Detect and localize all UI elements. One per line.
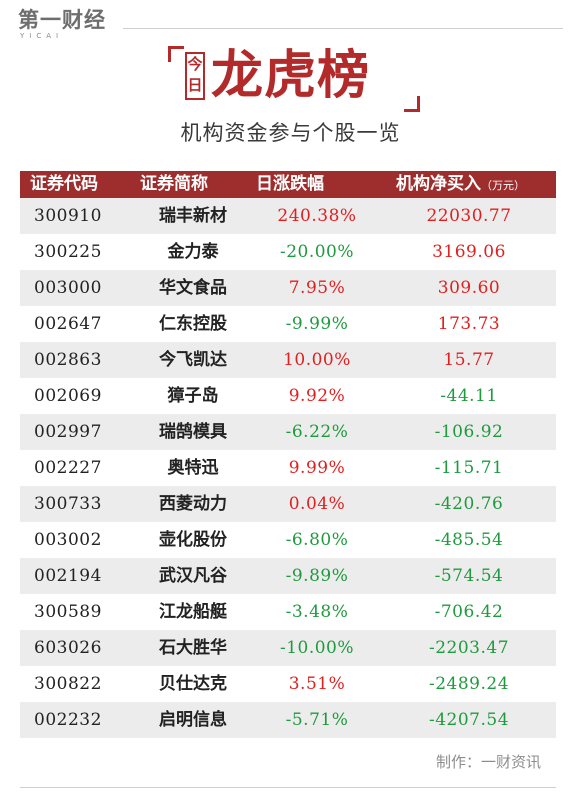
cell-code: 300733 xyxy=(34,494,102,514)
bottom-divider xyxy=(20,787,556,788)
cell-net-buy: -106.92 xyxy=(434,422,504,442)
today-badge: 今 日 xyxy=(185,52,205,100)
table-row: 603026 石大胜华 -10.00% -2203.47 xyxy=(20,630,556,666)
table-row: 300822 贝仕达克 3.51% -2489.24 xyxy=(20,666,556,702)
table-row: 002997 瑞鹄模具 -6.22% -106.92 xyxy=(20,414,556,450)
cell-code: 300225 xyxy=(34,242,102,262)
cell-code: 300822 xyxy=(34,674,102,694)
logo: 第一财经 YICAI xyxy=(18,8,128,44)
cell-name: 瑞丰新材 xyxy=(159,206,227,226)
table-row: 300733 西菱动力 0.04% -420.76 xyxy=(20,486,556,522)
credit-text: 制作：一财资讯 xyxy=(435,753,541,771)
column-header-code: 证券代码 xyxy=(30,174,98,194)
cell-change: 7.95% xyxy=(288,278,346,298)
column-header-name: 证券简称 xyxy=(140,174,208,194)
table-row: 002232 启明信息 -5.71% -4207.54 xyxy=(20,702,556,738)
table-row: 300225 金力泰 -20.00% 3169.06 xyxy=(20,234,556,270)
cell-change: -9.89% xyxy=(285,566,349,586)
cell-code: 002863 xyxy=(34,350,102,370)
cell-change: -6.80% xyxy=(285,530,349,550)
cell-change: 240.38% xyxy=(277,206,357,226)
cell-code: 002194 xyxy=(34,566,102,586)
cell-change: -5.71% xyxy=(285,710,349,730)
cell-name: 贝仕达克 xyxy=(159,674,227,694)
cell-change: 10.00% xyxy=(283,350,351,370)
table-row: 002647 仁东控股 -9.99% 173.73 xyxy=(20,306,556,342)
cell-net-buy: 173.73 xyxy=(437,314,501,334)
cell-change: -3.48% xyxy=(285,602,349,622)
cell-code: 603026 xyxy=(34,638,102,658)
cell-code: 300910 xyxy=(34,206,102,226)
cell-net-buy: -706.42 xyxy=(434,602,504,622)
cell-code: 300589 xyxy=(34,602,102,622)
table-row: 002069 獐子岛 9.92% -44.11 xyxy=(20,378,556,414)
title-bracket-left xyxy=(168,46,184,62)
today-char-2: 日 xyxy=(187,76,203,94)
cell-change: -10.00% xyxy=(279,638,355,658)
cell-name: 壶化股份 xyxy=(159,530,227,550)
cell-name: 瑞鹄模具 xyxy=(159,422,227,442)
cell-change: 3.51% xyxy=(288,674,346,694)
stock-table: 证券代码 证券简称 日涨跌幅 机构净买入（万元） 300910 瑞丰新材 240.3… xyxy=(20,171,556,738)
cell-name: 西菱动力 xyxy=(159,494,227,514)
cell-name: 石大胜华 xyxy=(159,638,227,658)
cell-code: 002232 xyxy=(34,710,102,730)
title-bracket-right xyxy=(404,96,420,112)
cell-name: 今飞凯达 xyxy=(159,350,227,370)
cell-code: 002227 xyxy=(34,458,102,478)
table-row: 300589 江龙船艇 -3.48% -706.42 xyxy=(20,594,556,630)
column-header-net-buy: 机构净买入（万元） xyxy=(382,171,556,199)
cell-net-buy: -574.54 xyxy=(434,566,504,586)
cell-name: 武汉凡谷 xyxy=(159,566,227,586)
cell-name: 华文食品 xyxy=(159,278,227,298)
column-header-net-buy-label: 机构净买入 xyxy=(396,173,481,194)
cell-code: 002069 xyxy=(34,386,102,406)
page-title: 龙虎榜 xyxy=(211,45,371,106)
cell-net-buy: -2489.24 xyxy=(428,674,510,694)
cell-net-buy: 15.77 xyxy=(443,350,495,370)
cell-net-buy: -115.71 xyxy=(434,458,504,478)
cell-name: 江龙船艇 xyxy=(159,602,227,622)
table-row: 002227 奥特迅 9.99% -115.71 xyxy=(20,450,556,486)
cell-change: -20.00% xyxy=(279,242,355,262)
logo-main-text: 第一财经 xyxy=(18,8,106,32)
cell-name: 金力泰 xyxy=(167,242,219,262)
top-divider xyxy=(123,28,563,29)
column-header-unit: （万元） xyxy=(481,178,525,192)
cell-net-buy: 22030.77 xyxy=(426,206,512,226)
cell-net-buy: -2203.47 xyxy=(428,638,510,658)
table-row: 003002 壶化股份 -6.80% -485.54 xyxy=(20,522,556,558)
table-row: 002194 武汉凡谷 -9.89% -574.54 xyxy=(20,558,556,594)
cell-change: 9.99% xyxy=(288,458,346,478)
column-header-change: 日涨跌幅 xyxy=(256,174,324,194)
cell-net-buy: -44.11 xyxy=(440,386,498,406)
cell-name: 獐子岛 xyxy=(167,386,219,406)
cell-name: 奥特迅 xyxy=(167,458,219,478)
table-body: 300910 瑞丰新材 240.38% 22030.77 300225 金力泰 -20.00… xyxy=(20,198,556,738)
cell-change: -6.22% xyxy=(285,422,349,442)
cell-net-buy: -4207.54 xyxy=(428,710,510,730)
cell-change: 0.04% xyxy=(288,494,346,514)
cell-code: 002997 xyxy=(34,422,102,442)
table-row: 300910 瑞丰新材 240.38% 22030.77 xyxy=(20,198,556,234)
cell-change: 9.92% xyxy=(288,386,346,406)
page-subtitle: 机构资金参与个股一览 xyxy=(180,121,401,145)
table-row: 003000 华文食品 7.95% 309.60 xyxy=(20,270,556,306)
cell-code: 002647 xyxy=(34,314,102,334)
today-char-1: 今 xyxy=(187,55,203,73)
cell-name: 仁东控股 xyxy=(159,314,227,334)
cell-net-buy: 3169.06 xyxy=(432,242,506,262)
logo-sub-text: YICAI xyxy=(20,32,64,40)
cell-net-buy: -420.76 xyxy=(434,494,504,514)
table-header: 证券代码 证券简称 日涨跌幅 机构净买入（万元） xyxy=(20,171,556,198)
cell-name: 启明信息 xyxy=(159,710,227,730)
table-row: 002863 今飞凯达 10.00% 15.77 xyxy=(20,342,556,378)
cell-code: 003002 xyxy=(34,530,102,550)
cell-net-buy: 309.60 xyxy=(437,278,501,298)
cell-net-buy: -485.54 xyxy=(434,530,504,550)
cell-code: 003000 xyxy=(34,278,102,298)
cell-change: -9.99% xyxy=(285,314,349,334)
